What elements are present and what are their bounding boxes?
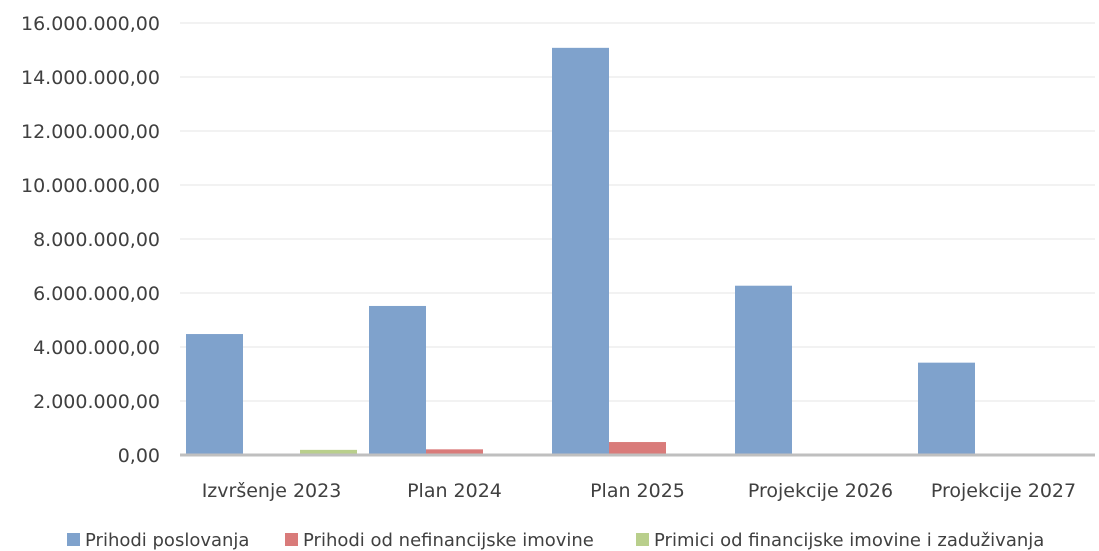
legend-label: Prihodi od nefinancijske imovine xyxy=(303,530,594,551)
legend-swatch xyxy=(636,533,649,546)
legend: Prihodi poslovanja Prihodi od nefinancijs… xyxy=(67,530,1044,551)
legend-label: Primici od financijske imovine i zaduživ… xyxy=(654,530,1044,551)
y-tick-label: 8.000.000,00 xyxy=(33,229,160,251)
category-label: Projekcije 2026 xyxy=(748,480,893,502)
legend-swatch xyxy=(285,533,298,546)
y-tick-label: 14.000.000,00 xyxy=(21,67,160,89)
y-tick-label: 4.000.000,00 xyxy=(33,337,160,359)
y-tick-label: 12.000.000,00 xyxy=(21,121,160,143)
y-tick-label: 0,00 xyxy=(118,445,160,467)
y-tick-label: 2.000.000,00 xyxy=(33,391,160,413)
bar-2-3 xyxy=(609,442,666,455)
bar-1-4 xyxy=(735,285,792,455)
x-axis-category-labels: Izvršenje 2023 Plan 2024 Plan 2025 Projekci… xyxy=(202,480,1076,502)
bar-1-5 xyxy=(918,362,975,455)
bar-1-1 xyxy=(186,334,243,455)
category-label: Izvršenje 2023 xyxy=(202,480,342,502)
gridlines xyxy=(180,22,1095,402)
bar-2-2 xyxy=(426,449,483,455)
legend-label: Prihodi poslovanja xyxy=(85,530,249,551)
bar-1-3 xyxy=(552,47,609,456)
legend-swatch xyxy=(67,533,80,546)
y-tick-label: 6.000.000,00 xyxy=(33,283,160,305)
y-tick-label: 16.000.000,00 xyxy=(21,13,160,35)
bar-1-2 xyxy=(369,305,426,455)
category-label: Plan 2025 xyxy=(590,480,685,502)
bars xyxy=(186,47,975,456)
y-axis-tick-labels: 0,00 2.000.000,00 4.000.000,00 6.000.000,00… xyxy=(21,13,160,467)
bar-3-1 xyxy=(300,449,357,455)
category-label: Plan 2024 xyxy=(407,480,502,502)
category-label: Projekcije 2027 xyxy=(931,480,1076,502)
y-tick-label: 10.000.000,00 xyxy=(21,175,160,197)
